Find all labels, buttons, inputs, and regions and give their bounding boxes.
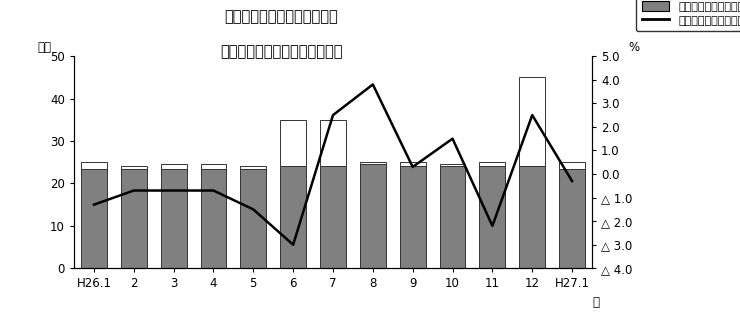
Bar	[559, 168, 585, 268]
Bar	[201, 164, 226, 168]
現金給与総額対前年同月比（％）	[408, 165, 417, 169]
Bar	[320, 167, 346, 268]
Text: 第１図　現金給与総額の推移: 第１図 現金給与総額の推移	[224, 9, 338, 24]
Bar	[400, 167, 425, 268]
Bar	[480, 167, 505, 268]
Bar	[161, 168, 186, 268]
Bar	[240, 167, 266, 168]
Text: 月: 月	[592, 296, 599, 309]
Legend: 特別に支払われた給与, きまって支給する給与, 現金給与総額対前年同月比（％）: 特別に支払われた給与, きまって支給する給与, 現金給与総額対前年同月比（％）	[636, 0, 740, 31]
現金給与総額対前年同月比（％）	[528, 113, 536, 117]
現金給与総額対前年同月比（％）	[488, 224, 497, 228]
現金給与総額対前年同月比（％）	[448, 137, 457, 140]
Bar	[519, 77, 545, 167]
Bar	[360, 162, 386, 164]
Bar	[240, 168, 266, 268]
Bar	[440, 164, 465, 167]
Bar	[320, 120, 346, 167]
現金給与総額対前年同月比（％）	[329, 113, 337, 117]
Bar	[440, 167, 465, 268]
現金給与総額対前年同月比（％）	[289, 243, 297, 246]
Bar	[559, 162, 585, 168]
Bar	[121, 167, 147, 168]
Bar	[81, 168, 107, 268]
Bar	[280, 167, 306, 268]
Bar	[280, 120, 306, 167]
Text: %: %	[628, 41, 639, 54]
Line: 現金給与総額対前年同月比（％）: 現金給与総額対前年同月比（％）	[94, 85, 572, 245]
Bar	[201, 168, 226, 268]
Bar	[400, 162, 425, 167]
現金給与総額対前年同月比（％）	[369, 83, 377, 86]
Bar	[519, 167, 545, 268]
Text: （規模５人以上　調査産業計）: （規模５人以上 調査産業計）	[220, 44, 343, 59]
現金給与総額対前年同月比（％）	[130, 189, 138, 193]
Bar	[121, 168, 147, 268]
現金給与総額対前年同月比（％）	[209, 189, 218, 193]
現金給与総額対前年同月比（％）	[90, 203, 98, 207]
現金給与総額対前年同月比（％）	[249, 207, 258, 211]
Text: 万円: 万円	[38, 41, 52, 54]
Bar	[360, 164, 386, 268]
現金給与総額対前年同月比（％）	[568, 179, 576, 183]
Bar	[81, 162, 107, 168]
Bar	[480, 162, 505, 167]
Bar	[161, 164, 186, 168]
現金給与総額対前年同月比（％）	[169, 189, 178, 193]
